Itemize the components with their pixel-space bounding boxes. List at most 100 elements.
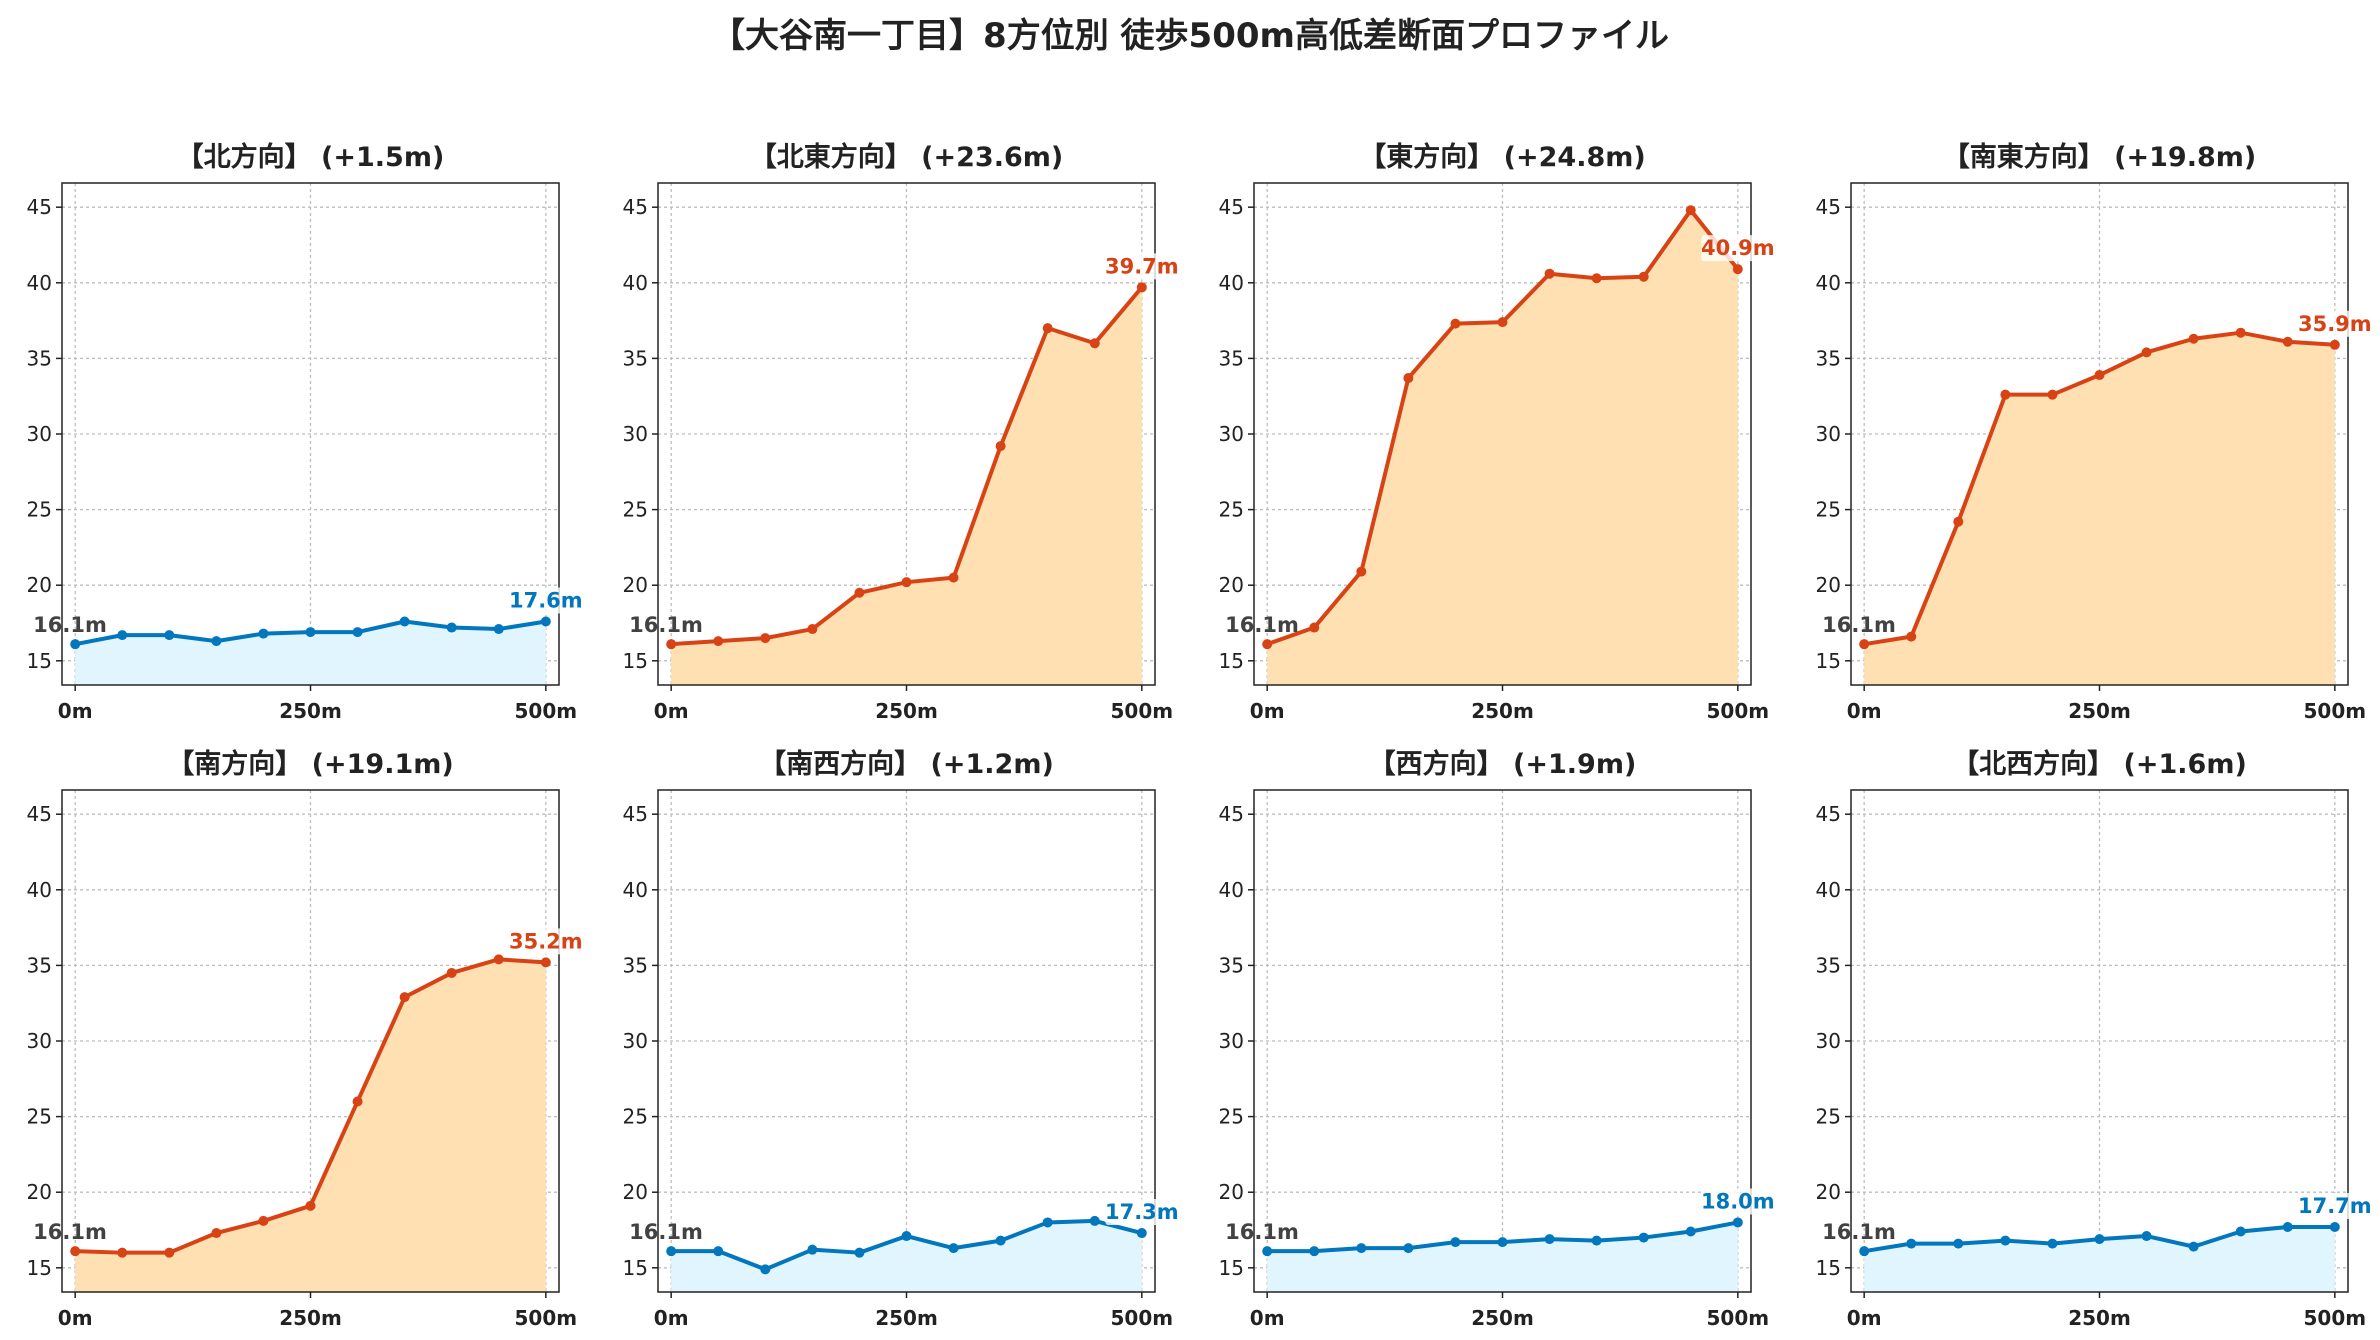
end-value-label-bg bbox=[509, 587, 583, 614]
end-value-label-bg bbox=[1701, 1188, 1775, 1215]
data-point-9 bbox=[1089, 1215, 1100, 1226]
data-point-10 bbox=[2329, 1221, 2340, 1232]
y-tick-label-2: 25 bbox=[623, 498, 648, 522]
subplot-7: 15 20 25 30 35 40 45 0m 250m 500m 【西方向】 (+1.9m) 16.… bbox=[1219, 748, 1775, 1330]
y-tick-label-2: 25 bbox=[1816, 1105, 1841, 1129]
data-point-3 bbox=[211, 636, 222, 647]
data-point-9 bbox=[1685, 1226, 1696, 1237]
end-value-label: 17.6m bbox=[509, 588, 583, 612]
data-point-3 bbox=[211, 1228, 222, 1239]
subplot-1: 15 20 25 30 35 40 45 0m 250m 500m 【北方向】 (+1.5m) 16.… bbox=[27, 141, 583, 723]
area-fill bbox=[671, 1220, 1142, 1292]
y-tick-label-4: 35 bbox=[27, 953, 52, 977]
end-value-label-bg bbox=[1105, 253, 1179, 280]
x-tick-label-0: 0m bbox=[1250, 1306, 1285, 1330]
end-value-label-bg bbox=[1105, 1199, 1179, 1226]
end-value-label-bg bbox=[2298, 310, 2372, 337]
data-point-5 bbox=[2094, 370, 2105, 381]
x-tick-label-0: 0m bbox=[1847, 1306, 1882, 1330]
y-tick-label-1: 20 bbox=[27, 1180, 52, 1204]
data-point-10 bbox=[2329, 339, 2340, 350]
subplot-6: 15 20 25 30 35 40 45 0m 250m 500m 【南西方向】 (+1.2m) 16… bbox=[623, 748, 1179, 1330]
area-fill bbox=[1267, 210, 1738, 686]
x-tick-label-1: 250m bbox=[279, 1306, 342, 1330]
y-tick-label-3: 30 bbox=[1816, 1029, 1841, 1053]
y-tick-label-3: 30 bbox=[27, 1029, 52, 1053]
data-point-0 bbox=[70, 639, 81, 650]
data-point-6 bbox=[352, 1096, 363, 1107]
data-point-4 bbox=[2047, 389, 2058, 400]
y-tick-label-3: 30 bbox=[623, 1029, 648, 1053]
y-tick-label-0: 15 bbox=[1816, 1256, 1841, 1280]
x-tick-label-0: 0m bbox=[654, 1306, 689, 1330]
y-tick-label-4: 35 bbox=[623, 953, 648, 977]
x-tick-label-0: 0m bbox=[654, 699, 689, 723]
data-point-0 bbox=[666, 1246, 677, 1257]
y-tick-label-1: 20 bbox=[623, 573, 648, 597]
data-point-9 bbox=[1089, 338, 1100, 349]
start-value-label: 16.1m bbox=[33, 613, 107, 637]
x-tick-label-2: 500m bbox=[1111, 1306, 1174, 1330]
subplot-title: 【北西方向】 (+1.6m) bbox=[1952, 748, 2247, 780]
data-point-10 bbox=[540, 616, 551, 627]
subplot-title: 【南方向】 (+19.1m) bbox=[167, 748, 453, 780]
x-tick-label-2: 500m bbox=[1707, 699, 1770, 723]
y-tick-label-2: 25 bbox=[623, 1105, 648, 1129]
x-tick-label-2: 500m bbox=[515, 699, 578, 723]
y-tick-label-2: 25 bbox=[27, 1105, 52, 1129]
data-point-2 bbox=[1356, 566, 1367, 577]
data-point-9 bbox=[493, 954, 504, 965]
data-point-9 bbox=[2282, 336, 2293, 347]
subplot-title: 【北東方向】 (+23.6m) bbox=[750, 141, 1063, 173]
data-point-8 bbox=[446, 622, 457, 633]
data-point-10 bbox=[1136, 1228, 1147, 1239]
start-value-label: 16.1m bbox=[629, 1220, 703, 1244]
y-tick-label-3: 30 bbox=[1219, 422, 1244, 446]
x-tick-label-0: 0m bbox=[1847, 699, 1882, 723]
y-tick-label-4: 35 bbox=[1219, 953, 1244, 977]
data-point-0 bbox=[1859, 639, 1870, 650]
y-tick-label-1: 20 bbox=[623, 1180, 648, 1204]
data-point-4 bbox=[258, 1215, 269, 1226]
x-tick-label-2: 500m bbox=[515, 1306, 578, 1330]
data-point-8 bbox=[2235, 1226, 2246, 1237]
y-tick-label-6: 45 bbox=[1816, 802, 1841, 826]
subplot-8: 15 20 25 30 35 40 45 0m 250m 500m 【北西方向】 (+1.6m) 16… bbox=[1816, 748, 2372, 1330]
y-tick-label-1: 20 bbox=[1219, 573, 1244, 597]
data-point-8 bbox=[2235, 327, 2246, 338]
end-value-label: 35.9m bbox=[2298, 312, 2372, 336]
data-point-3 bbox=[1403, 373, 1414, 384]
data-point-0 bbox=[1859, 1246, 1870, 1257]
y-tick-label-3: 30 bbox=[27, 422, 52, 446]
data-point-0 bbox=[70, 1246, 81, 1257]
data-point-6 bbox=[2141, 347, 2152, 358]
data-point-10 bbox=[1136, 282, 1147, 293]
start-value-label: 16.1m bbox=[1225, 613, 1299, 637]
data-point-2 bbox=[164, 1247, 175, 1258]
x-tick-label-1: 250m bbox=[2068, 1306, 2131, 1330]
y-tick-label-2: 25 bbox=[1816, 498, 1841, 522]
y-tick-label-4: 35 bbox=[27, 346, 52, 370]
data-point-1 bbox=[117, 1247, 128, 1258]
end-value-label: 17.3m bbox=[1105, 1200, 1179, 1224]
x-tick-label-0: 0m bbox=[58, 699, 93, 723]
data-point-5 bbox=[2094, 1234, 2105, 1245]
y-tick-label-5: 40 bbox=[1219, 878, 1244, 902]
data-point-10 bbox=[1732, 264, 1743, 275]
data-point-9 bbox=[493, 624, 504, 635]
y-tick-label-4: 35 bbox=[1816, 346, 1841, 370]
data-point-2 bbox=[760, 633, 771, 644]
y-tick-label-5: 40 bbox=[623, 271, 648, 295]
y-tick-label-5: 40 bbox=[1816, 878, 1841, 902]
subplot-title: 【南東方向】 (+19.8m) bbox=[1943, 141, 2256, 173]
y-tick-label-1: 20 bbox=[1816, 1180, 1841, 1204]
y-tick-label-2: 25 bbox=[1219, 498, 1244, 522]
data-point-0 bbox=[1262, 1246, 1273, 1257]
y-tick-label-0: 15 bbox=[27, 649, 52, 673]
x-tick-label-1: 250m bbox=[875, 1306, 938, 1330]
data-point-5 bbox=[305, 627, 316, 638]
data-point-2 bbox=[164, 630, 175, 641]
data-point-5 bbox=[901, 577, 912, 588]
y-tick-label-1: 20 bbox=[1816, 573, 1841, 597]
